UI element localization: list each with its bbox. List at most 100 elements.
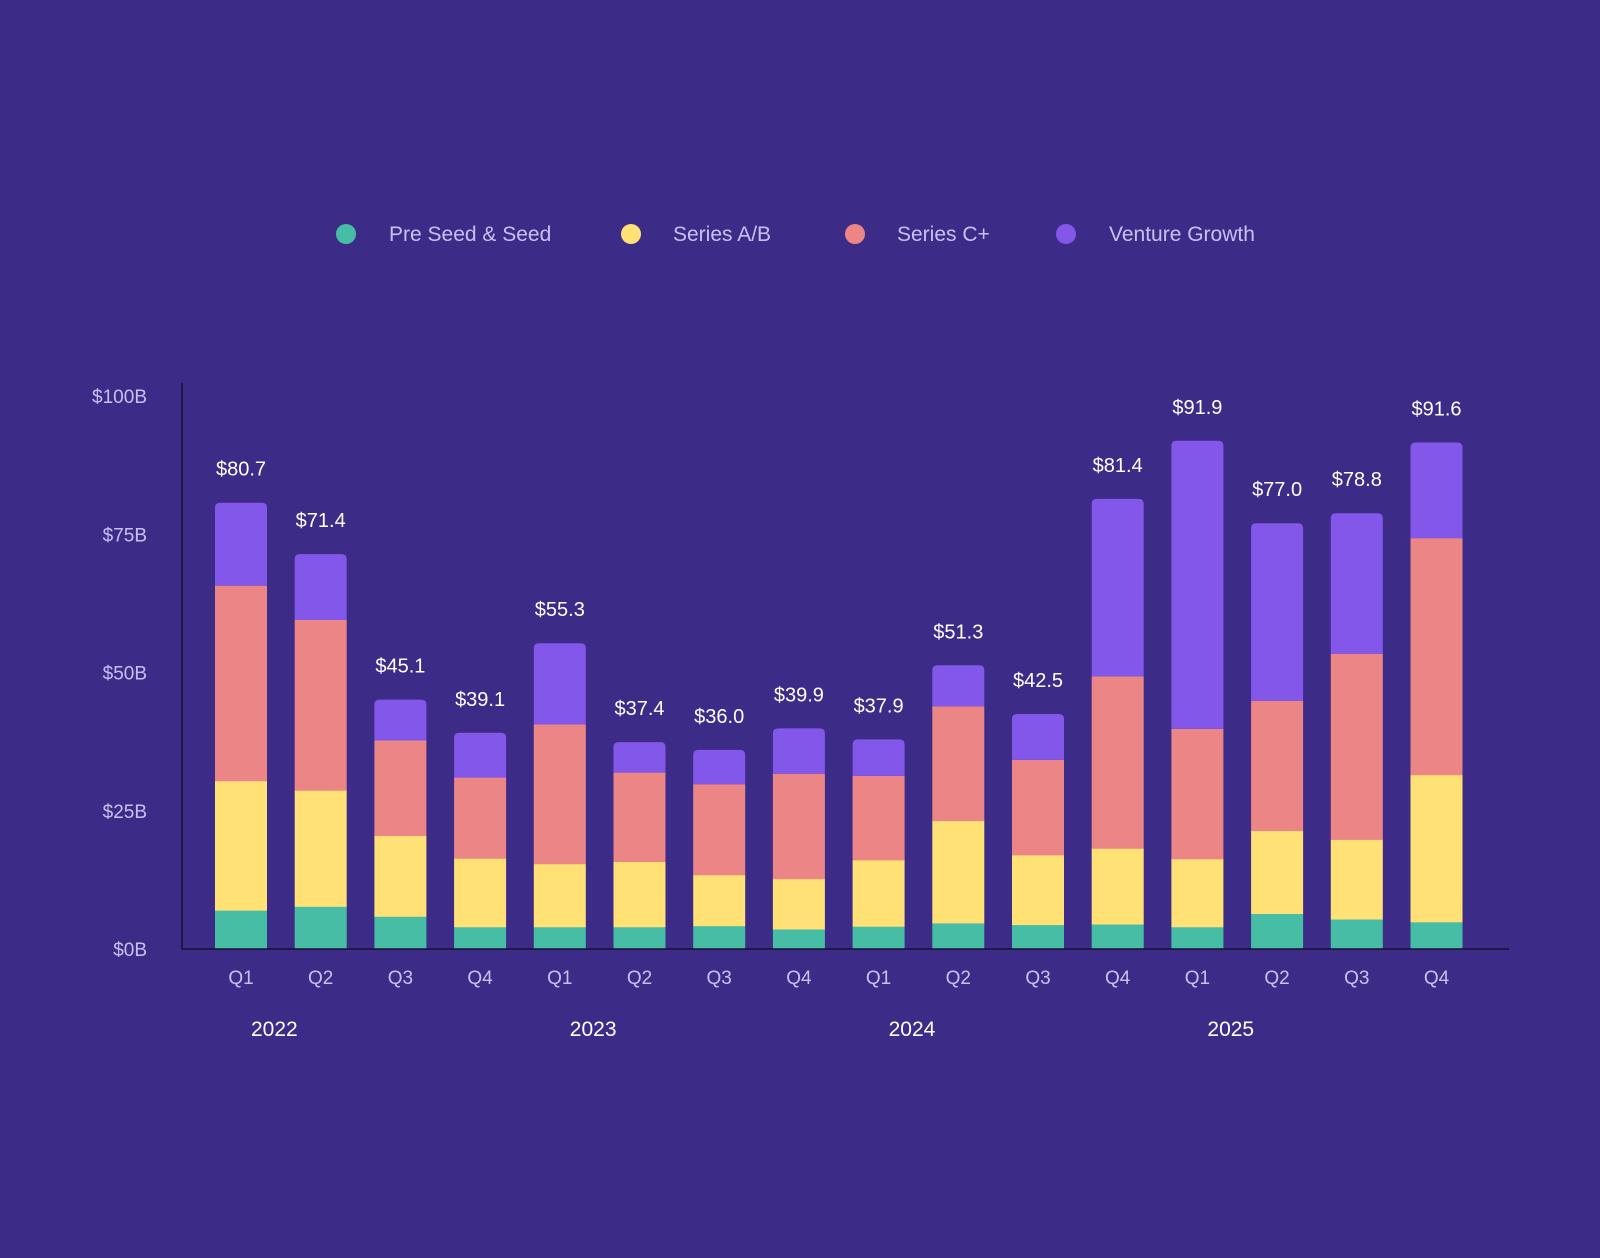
bar-segment-series-c- (1012, 759, 1064, 856)
bar-segment-series-c- (932, 706, 985, 822)
y-tick-label: $50B (103, 664, 147, 685)
year-label: 2023 (570, 1018, 617, 1041)
bar-segment-series-c- (215, 585, 267, 782)
bar-segment-series-c- (1171, 728, 1224, 860)
bar-total-label: $78.8 (1332, 469, 1382, 491)
x-axis-ticks: Q1 Q2 Q3 Q4 Q1 Q2 Q3 Q4 Q1 Q2 Q3 Q4 Q1 Q2 Q3 Q4 (228, 968, 1449, 989)
bar-segment-series-a-b (772, 878, 825, 930)
bar-segment-series-a-b (454, 858, 507, 928)
bar-segment-series-a-b (1012, 854, 1064, 926)
bar-segment-venture-growth (1091, 498, 1144, 677)
x-tick-label: Q4 (786, 968, 812, 989)
legend-dot-1 (621, 224, 641, 244)
bar-segment-series-a-b (533, 863, 586, 928)
bar-segment-series-a-b (693, 874, 746, 927)
bar-total-label: $91.9 (1172, 397, 1222, 419)
bar-segment-venture-growth (1410, 442, 1463, 539)
bar-segment-venture-growth (215, 502, 267, 586)
bar-segment-venture-growth (852, 739, 905, 776)
bar-segment-series-c- (374, 740, 427, 837)
bar-segment-series-a-b (1171, 858, 1224, 928)
bar-segment-venture-growth (613, 742, 666, 773)
legend-label-3: Venture Growth (1109, 223, 1255, 246)
year-label: 2022 (251, 1018, 298, 1041)
legend-label-0: Pre Seed & Seed (389, 223, 551, 246)
x-tick-label: Q2 (1264, 968, 1289, 989)
bar-segment-pre-seed-seed (932, 923, 985, 950)
x-tick-label: Q1 (866, 968, 891, 989)
legend-label-1: Series A/B (673, 223, 771, 246)
bar-total-label: $91.6 (1411, 398, 1461, 420)
bar-total-label: $42.5 (1013, 670, 1063, 692)
x-tick-label: Q1 (1185, 968, 1210, 989)
bar-segment-venture-growth (533, 643, 586, 725)
legend-dot-0 (336, 224, 356, 244)
x-tick-label: Q4 (1424, 968, 1450, 989)
x-tick-label: Q3 (1025, 968, 1050, 989)
bar-segment-series-a-b (613, 861, 666, 928)
bar-segment-pre-seed-seed (1330, 919, 1383, 950)
bar-segment-pre-seed-seed (374, 916, 427, 950)
bar-segment-series-a-b (1410, 774, 1463, 923)
bar-total-label: $80.7 (216, 459, 266, 481)
x-tick-label: Q4 (467, 968, 493, 989)
year-labels: 2022 2023 2024 2025 (251, 1018, 1254, 1041)
bar-segment-series-a-b (294, 790, 347, 907)
x-tick-label: Q3 (707, 968, 732, 989)
bar-segment-series-c- (1330, 653, 1383, 840)
bar-total-label: $81.4 (1093, 455, 1143, 477)
bar-segment-venture-growth (1330, 513, 1383, 654)
legend-dot-3 (1056, 224, 1076, 244)
bar-segment-pre-seed-seed (613, 926, 666, 950)
total-labels: $80.7 $71.4 $45.1 $39.1 $55.3 $37.4 $36.0 $39.9… (216, 397, 1462, 728)
bar-segment-venture-growth (932, 665, 985, 707)
year-label: 2025 (1207, 1018, 1254, 1041)
x-tick-label: Q3 (1344, 968, 1369, 989)
y-tick-label: $75B (103, 525, 147, 546)
bar-segment-series-c- (852, 775, 905, 861)
x-tick-label: Q1 (547, 968, 572, 989)
bar-segment-pre-seed-seed (454, 926, 507, 950)
bar-segment-pre-seed-seed (533, 926, 586, 950)
bar-total-label: $39.9 (774, 684, 824, 706)
bar-segment-pre-seed-seed (1251, 913, 1304, 950)
bar-segment-pre-seed-seed (1091, 924, 1144, 950)
bar-segment-venture-growth (374, 699, 427, 741)
bar-segment-series-a-b (374, 835, 427, 917)
bar-total-label: $36.0 (694, 706, 744, 728)
x-tick-label: Q1 (228, 968, 253, 989)
legend-label-2: Series C+ (897, 223, 990, 246)
bar-segment-series-c- (294, 619, 347, 791)
bar-segment-pre-seed-seed (1171, 926, 1224, 950)
bar-segment-pre-seed-seed (294, 906, 347, 950)
y-tick-label: $0B (113, 940, 147, 961)
bar-total-label: $39.1 (455, 689, 505, 711)
bar-segment-venture-growth (454, 732, 507, 778)
y-axis-ticks: $0B $25B $50B $75B $100B (92, 387, 147, 961)
year-label: 2024 (889, 1018, 936, 1041)
x-tick-label: Q3 (388, 968, 413, 989)
bar-segment-series-a-b (1330, 839, 1383, 920)
bar-segment-pre-seed-seed (1012, 924, 1064, 950)
bar-segment-series-c- (533, 724, 586, 865)
bar-segment-venture-growth (294, 554, 347, 620)
bar-total-label: $71.4 (296, 510, 346, 532)
bar-segment-series-c- (693, 784, 746, 876)
bar-segment-series-a-b (1091, 848, 1144, 925)
bar-segment-series-a-b (1251, 830, 1304, 915)
bar-segment-series-c- (1410, 538, 1463, 776)
bar-segment-venture-growth (1171, 440, 1224, 729)
bar-segment-series-c- (772, 773, 825, 880)
bar-total-label: $45.1 (375, 656, 425, 678)
bars (215, 440, 1463, 950)
bar-total-label: $37.4 (614, 698, 664, 720)
bar-segment-series-a-b (932, 820, 985, 924)
bar-total-label: $37.9 (854, 695, 904, 717)
axes (181, 383, 1509, 950)
bar-segment-pre-seed-seed (693, 925, 746, 950)
legend-dot-2 (845, 224, 865, 244)
x-tick-label: Q2 (308, 968, 333, 989)
x-tick-label: Q2 (627, 968, 652, 989)
